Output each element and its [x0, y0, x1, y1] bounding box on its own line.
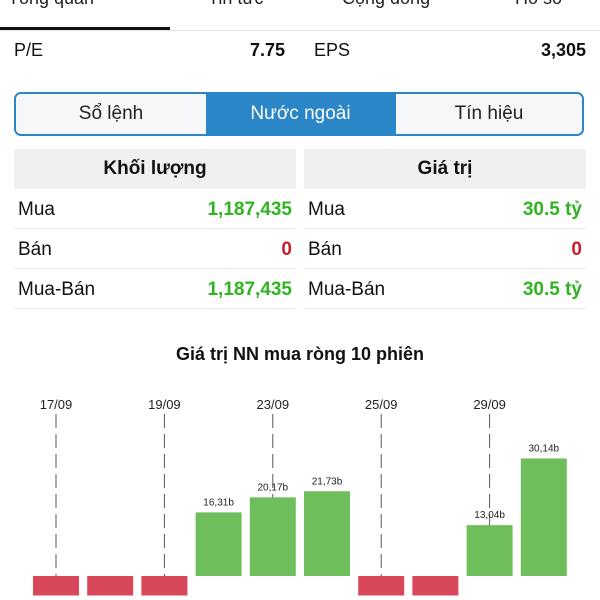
- segmented-control: Sổ lệnh Nước ngoài Tín hiệu: [14, 92, 584, 136]
- row-value: 1,187,435: [207, 279, 292, 300]
- x-tick-label: 25/09: [365, 397, 398, 412]
- segment-signals[interactable]: Tín hiệu: [395, 94, 582, 134]
- x-tick-label: 23/09: [257, 397, 290, 412]
- value-table: Giá trị Mua 30.5 tỷ Bán 0 Mua-Bán 30.5 t…: [304, 149, 586, 309]
- tab-overview[interactable]: Tổng quan: [8, 0, 94, 9]
- row-value: 30.5 tỷ: [522, 279, 582, 300]
- top-tab-bar: Tổng quan Tin tức Cộng đồng Hồ sơ: [0, 0, 600, 31]
- row-value: 30.5 tỷ: [522, 199, 582, 220]
- bar-value-label: 16,31b: [203, 497, 234, 508]
- row-value: 0: [571, 239, 582, 260]
- segment-foreign[interactable]: Nước ngoài: [206, 94, 395, 134]
- metrics-row: P/E 7.75 EPS 3,305: [0, 30, 600, 70]
- x-tick-label: 17/09: [40, 397, 73, 412]
- row-label: Mua: [308, 199, 345, 220]
- row-value: 1,187,435: [207, 199, 292, 220]
- bar: [304, 491, 350, 576]
- bar-value-label: 20,17b: [258, 482, 289, 493]
- chart-title: Giá trị NN mua ròng 10 phiên: [175, 344, 425, 364]
- bar-value-label: 13,04b: [474, 510, 505, 521]
- table-row: Mua-Bán 30.5 tỷ: [304, 269, 586, 309]
- bar: [412, 576, 459, 596]
- table-row: Bán 0: [14, 229, 296, 269]
- bar-value-label: 21,73b: [312, 476, 343, 487]
- bar: [466, 525, 513, 576]
- row-label: Bán: [18, 239, 52, 260]
- tab-news[interactable]: Tin tức: [208, 0, 263, 9]
- volume-header: Khối lượng: [14, 149, 296, 189]
- row-label: Mua-Bán: [308, 279, 386, 300]
- tab-profile[interactable]: Hồ sơ: [515, 0, 564, 9]
- pe-value: 7.75: [249, 40, 285, 60]
- row-value: 0: [281, 239, 292, 260]
- pe-label: P/E: [14, 40, 44, 60]
- bar: [195, 512, 242, 576]
- tab-community[interactable]: Cộng đồng: [342, 0, 430, 9]
- bar: [87, 576, 134, 596]
- value-header: Giá trị: [304, 149, 586, 189]
- table-row: Bán 0: [304, 229, 586, 269]
- bar: [520, 458, 567, 576]
- eps-value: 3,305: [540, 40, 586, 60]
- table-row: Mua-Bán 1,187,435: [14, 269, 296, 309]
- volume-table: Khối lượng Mua 1,187,435 Bán 0 Mua-Bán 1…: [14, 149, 296, 309]
- segment-order-book[interactable]: Sổ lệnh: [16, 94, 206, 134]
- x-tick-label: 19/09: [148, 397, 181, 412]
- active-tab-indicator: [0, 27, 170, 30]
- bar-chart: 17/09 19/09 23/09 25/09 29/09 16,31b 20,17b 21,…: [33, 397, 567, 596]
- row-label: Mua-Bán: [18, 279, 96, 300]
- bar: [33, 576, 79, 596]
- eps-label: EPS: [314, 40, 351, 60]
- row-label: Bán: [308, 239, 342, 260]
- bar: [358, 576, 405, 596]
- bar: [141, 576, 188, 596]
- row-label: Mua: [18, 199, 55, 220]
- bar-value-label: 30,14b: [529, 443, 560, 454]
- table-row: Mua 1,187,435: [14, 189, 296, 229]
- x-tick-label: 29/09: [473, 397, 506, 412]
- table-row: Mua 30.5 tỷ: [304, 189, 586, 229]
- bar: [249, 497, 296, 576]
